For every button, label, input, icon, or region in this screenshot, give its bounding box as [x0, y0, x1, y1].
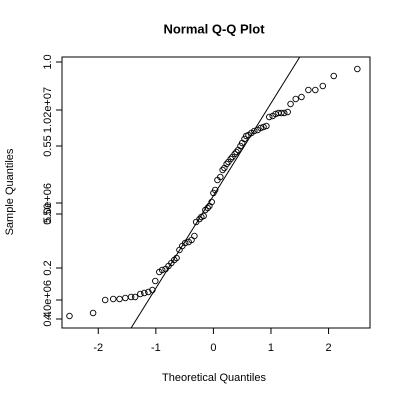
point: [233, 148, 240, 156]
point: [191, 232, 198, 240]
y-tick-label: 0.50: [42, 203, 54, 224]
x-tick-label: 2: [325, 342, 331, 354]
point: [219, 166, 226, 174]
point: [287, 100, 294, 108]
chart-title: Normal Q-Q Plot: [163, 21, 265, 36]
point: [173, 254, 180, 262]
point: [278, 109, 285, 117]
x-tick-label: -2: [93, 342, 103, 354]
y-tick-label: 1.0: [42, 54, 54, 69]
x-tick-label: 1: [268, 342, 274, 354]
point: [292, 95, 299, 103]
point: [152, 277, 159, 285]
point: [66, 312, 73, 320]
point: [266, 113, 273, 121]
point: [200, 212, 207, 220]
point: [181, 239, 189, 247]
y-tick-label: 0.55: [42, 135, 54, 156]
y-tick-label: 0.2: [42, 260, 54, 275]
point: [89, 309, 97, 317]
point: [116, 295, 123, 303]
point: [257, 124, 264, 132]
point: [211, 186, 219, 194]
point: [137, 290, 144, 298]
point: [298, 93, 305, 101]
y-tick-label: 1.02e+07: [42, 87, 54, 133]
point: [251, 127, 258, 135]
point: [260, 123, 267, 131]
x-tick-label: -1: [151, 342, 161, 354]
y-tick-label: 4.0e+06: [42, 280, 54, 320]
point: [145, 288, 152, 296]
point: [305, 86, 312, 94]
y-tick-label: 5.0e+06: [42, 183, 54, 223]
y-tick-label: 0.4: [42, 311, 54, 326]
point: [227, 155, 234, 163]
point: [330, 72, 337, 80]
point: [149, 286, 156, 294]
point: [284, 108, 291, 116]
x-axis-label: Theoretical Quantiles: [162, 372, 266, 384]
point: [101, 296, 109, 304]
point: [217, 173, 224, 181]
x-tick-label: 0: [210, 342, 216, 354]
point: [131, 293, 139, 301]
point: [127, 293, 135, 301]
point: [319, 82, 327, 90]
point: [122, 294, 129, 302]
point: [158, 266, 166, 274]
point: [280, 109, 288, 117]
point: [231, 150, 238, 158]
point: [141, 289, 148, 297]
point: [208, 198, 215, 206]
point: [223, 160, 230, 168]
plot-box: [61, 56, 371, 329]
point: [109, 295, 117, 303]
point: [312, 86, 319, 94]
y-axis-label: Sample Quantiles: [4, 148, 16, 235]
point: [354, 65, 361, 73]
point: [263, 122, 270, 130]
point: [204, 204, 211, 212]
